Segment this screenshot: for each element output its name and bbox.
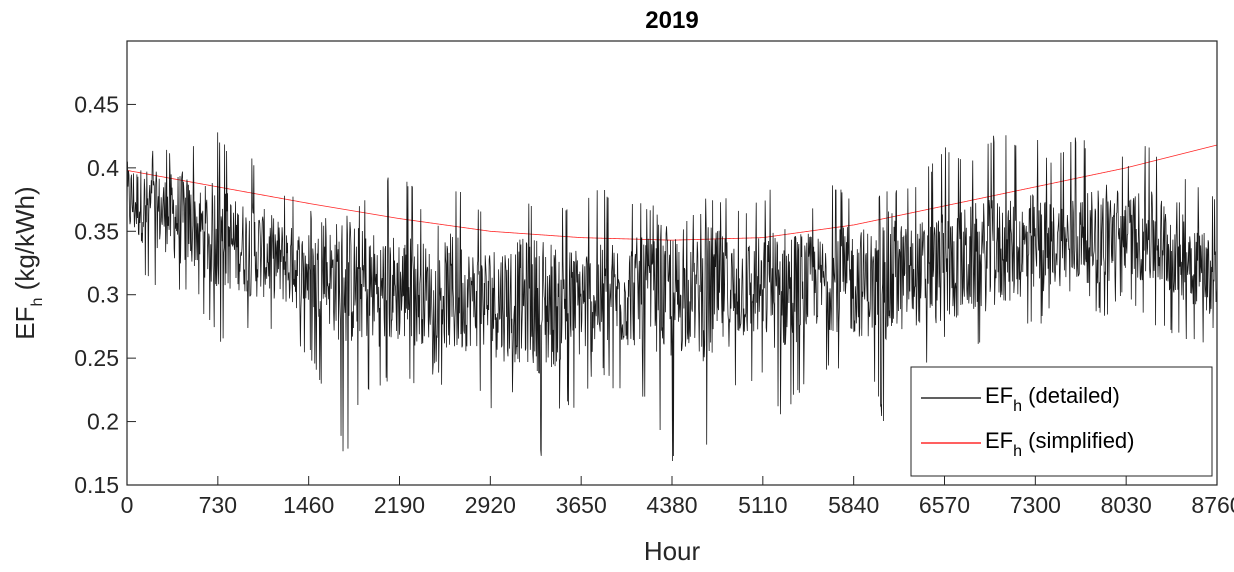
x-tick-label: 730 (199, 492, 237, 518)
y-axis: 0.15 0.2 0.25 0.3 0.35 0.4 0.45 (74, 91, 136, 498)
legend-label-detailed: EFh (detailed) (985, 383, 1120, 415)
legend: EFh (detailed) EFh (simplified) (910, 366, 1213, 477)
chart-title: 2019 (645, 7, 698, 34)
x-tick-label: 5110 (738, 492, 787, 518)
x-tick-label: 4380 (646, 492, 697, 518)
x-tick-label: 8030 (1101, 492, 1152, 518)
x-tick-label: 3650 (556, 492, 607, 518)
y-tick-label: 0.4 (87, 155, 119, 181)
y-tick-label: 0.45 (74, 91, 119, 117)
x-tick-label: 2920 (465, 492, 516, 518)
y-tick-label: 0.3 (87, 282, 119, 308)
y-axis-label: EFh (kg/kWh) (10, 186, 46, 339)
y-tick-label: 0.15 (74, 472, 119, 498)
y-axis-label-main: EF (10, 306, 40, 339)
y-tick-label: 0.2 (87, 409, 119, 435)
y-tick-label: 0.35 (74, 218, 119, 244)
y-tick-label: 0.25 (74, 345, 119, 371)
series-simplified-path (126, 144, 1218, 241)
x-tick-label: 2190 (374, 492, 425, 518)
x-tick-label: 6570 (919, 492, 970, 518)
x-tick-label: 1460 (283, 492, 334, 518)
x-tick-label: 0 (121, 492, 134, 518)
series-detailed-line (126, 132, 1218, 461)
y-axis-label-unit: (kg/kWh) (10, 186, 40, 297)
legend-box (910, 366, 1213, 477)
series-simplified-line (126, 144, 1218, 241)
x-tick-label: 7300 (1010, 492, 1061, 518)
series-detailed-path (126, 132, 1218, 461)
plot-area (126, 40, 1218, 486)
x-tick-label: 5840 (828, 492, 879, 518)
y-axis-label-sub: h (29, 298, 46, 307)
x-axis: 0 730 1460 2190 2920 3650 4380 5110 5840 6570 7300… (121, 476, 1234, 518)
legend-label-simplified: EFh (simplified) (985, 428, 1135, 460)
x-axis-label: Hour (644, 536, 701, 566)
